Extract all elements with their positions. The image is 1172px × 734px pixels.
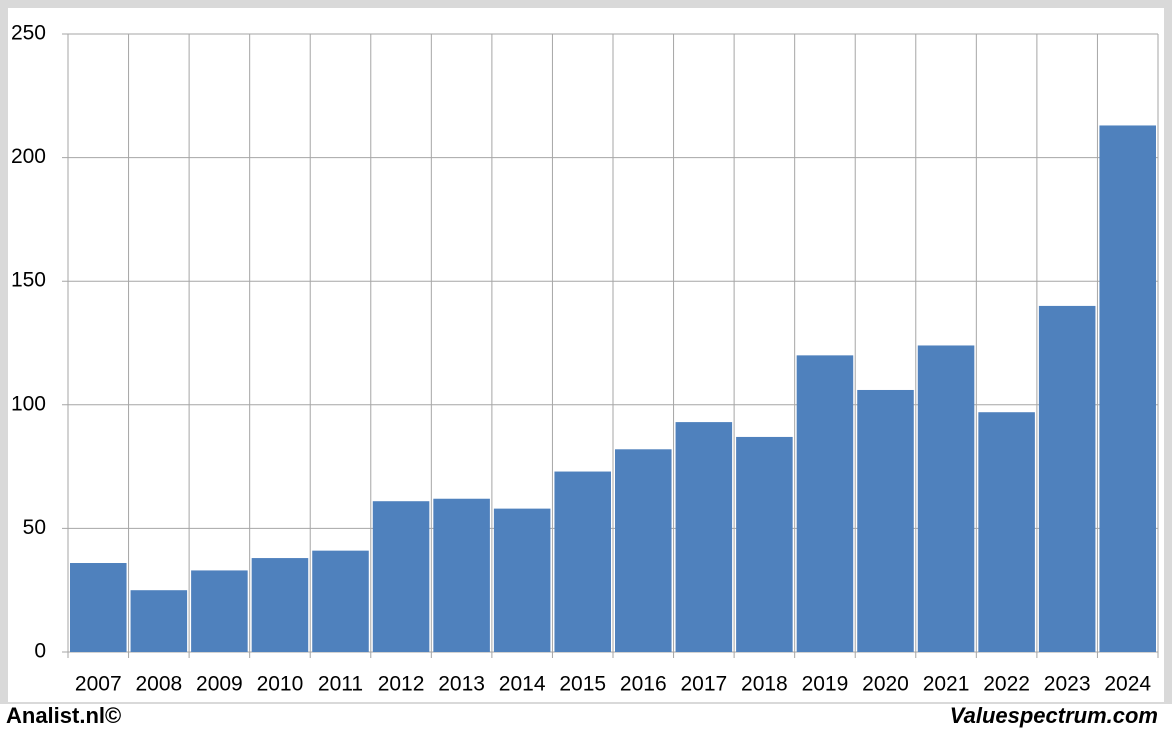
bar (493, 508, 551, 652)
x-tick-label: 2012 (378, 673, 425, 696)
bar (917, 345, 975, 652)
bar (70, 563, 127, 652)
y-tick-label: 200 (11, 145, 46, 168)
x-tick-label: 2010 (257, 673, 304, 696)
x-tick-label: 2023 (1044, 673, 1091, 696)
bar (1099, 125, 1156, 653)
x-tick-label: 2015 (559, 673, 606, 696)
x-tick-label: 2019 (802, 673, 849, 696)
bar (1038, 305, 1096, 652)
x-tick-label: 2020 (862, 673, 909, 696)
x-tick-label: 2016 (620, 673, 667, 696)
x-tick-label: 2024 (1104, 673, 1151, 696)
footer-strip (0, 704, 1172, 734)
x-tick-label: 2017 (680, 673, 727, 696)
y-tick-label: 150 (11, 269, 46, 292)
x-tick-label: 2009 (196, 673, 243, 696)
bar (130, 590, 188, 652)
bar (736, 436, 793, 652)
footer-right: Valuespectrum.com (950, 703, 1158, 728)
footer-left: Analist.nl© (6, 703, 121, 728)
bar (796, 355, 854, 652)
y-tick-label: 0 (34, 640, 46, 663)
bar (857, 389, 914, 652)
bar (978, 412, 1035, 652)
bar (251, 558, 309, 652)
bar (312, 550, 369, 652)
bar (675, 422, 733, 652)
x-tick-label: 2013 (438, 673, 485, 696)
x-tick-label: 2021 (923, 673, 970, 696)
bar (615, 449, 672, 652)
bar (554, 471, 611, 652)
y-tick-label: 250 (11, 22, 46, 45)
x-tick-label: 2011 (318, 673, 363, 696)
y-tick-label: 100 (11, 392, 46, 415)
x-tick-label: 2018 (741, 673, 788, 696)
x-tick-label: 2008 (135, 673, 182, 696)
bar (191, 570, 248, 652)
bar (433, 498, 490, 652)
y-tick-label: 50 (23, 516, 46, 539)
bar (372, 501, 430, 652)
x-tick-label: 2022 (983, 673, 1030, 696)
x-tick-label: 2007 (75, 673, 122, 696)
x-tick-label: 2014 (499, 673, 546, 696)
